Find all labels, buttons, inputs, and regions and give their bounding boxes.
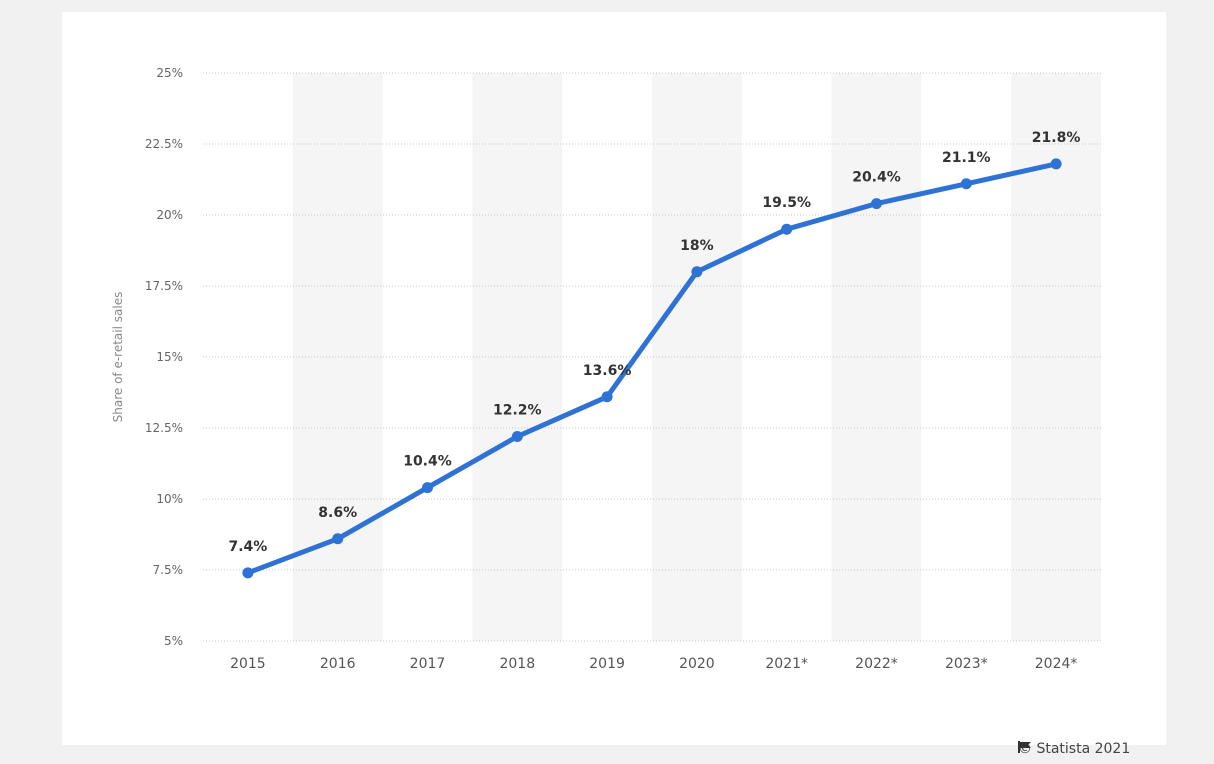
data-label: 21.8% — [1032, 130, 1081, 146]
data-labels: 7.4% 8.6% 10.4% 12.2% 13.6% 18% 19.5% 20.4% 21.1… — [228, 130, 1080, 555]
data-points — [242, 158, 1062, 579]
data-label: 12.2% — [493, 403, 542, 419]
data-label: 19.5% — [762, 195, 811, 211]
data-point[interactable] — [601, 391, 613, 403]
y-axis-ticks: 5% 7.5% 10% 12.5% 15% 17.5% 20% 22.5% 25% — [145, 66, 183, 648]
y-tick-label: 7.5% — [153, 563, 184, 577]
column-band — [292, 73, 383, 641]
column-bands — [292, 73, 1101, 641]
x-tick-label: 2023* — [945, 656, 988, 672]
x-tick-label: 2017 — [410, 656, 446, 672]
data-label: 18% — [680, 238, 714, 254]
x-tick-label: 2021* — [765, 656, 808, 672]
data-point[interactable] — [242, 567, 254, 579]
column-band — [831, 73, 922, 641]
y-tick-label: 15% — [156, 350, 183, 364]
flag-icon — [1018, 741, 1031, 753]
data-point[interactable] — [422, 482, 433, 494]
x-tick-label: 2024* — [1035, 656, 1078, 672]
y-tick-label: 10% — [156, 492, 183, 506]
x-axis-ticks: 2015 2016 2017 2018 2019 2020 2021* 2022* 2023* 2… — [230, 656, 1077, 672]
y-tick-label: 5% — [164, 634, 183, 648]
data-point[interactable] — [332, 533, 344, 545]
series-line — [245, 161, 1059, 576]
x-tick-label: 2019 — [589, 656, 625, 672]
x-tick-label: 2022* — [855, 656, 898, 672]
data-label: 21.1% — [942, 150, 991, 166]
y-tick-label: 17.5% — [145, 279, 183, 293]
chart-card — [62, 12, 1166, 745]
column-band — [1011, 73, 1101, 641]
statista-credit[interactable]: © Statista 2021 — [1018, 741, 1130, 757]
data-point[interactable] — [691, 266, 703, 278]
data-point[interactable] — [960, 178, 972, 190]
y-tick-label: 25% — [156, 66, 183, 80]
data-label: 10.4% — [403, 454, 452, 470]
column-band — [472, 73, 563, 641]
x-tick-label: 2018 — [499, 656, 535, 672]
credit-text: © Statista 2021 — [1018, 741, 1131, 757]
x-tick-label: 2020 — [679, 656, 715, 672]
data-point[interactable] — [1050, 158, 1062, 170]
y-tick-label: 22.5% — [145, 137, 183, 151]
data-point[interactable] — [511, 431, 523, 443]
data-label: 7.4% — [228, 539, 267, 555]
x-tick-label: 2015 — [230, 656, 266, 672]
data-label: 20.4% — [852, 170, 901, 186]
column-band — [652, 73, 742, 641]
data-point[interactable] — [781, 223, 793, 235]
y-axis-label: Share of e-retail sales — [111, 292, 125, 423]
x-tick-label: 2016 — [320, 656, 356, 672]
data-point[interactable] — [871, 198, 882, 210]
y-tick-label: 12.5% — [145, 421, 183, 435]
data-label: 13.6% — [583, 363, 632, 379]
data-label: 8.6% — [318, 505, 357, 521]
y-tick-label: 20% — [156, 208, 183, 222]
